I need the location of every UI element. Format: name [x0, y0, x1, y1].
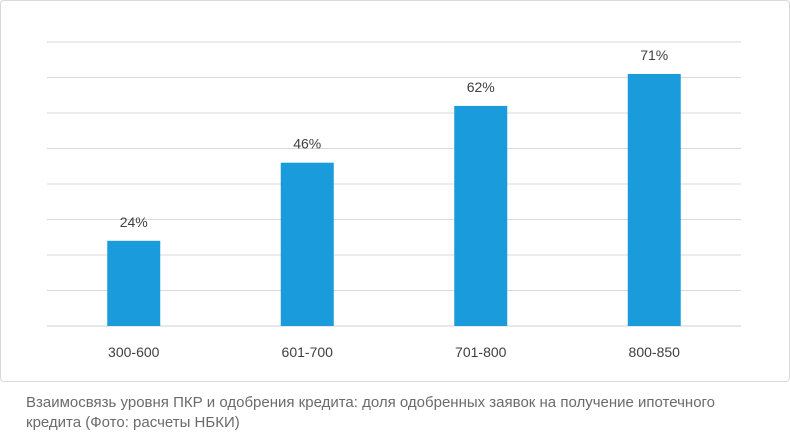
- x-tick-label-300-600: 300-600: [108, 344, 160, 360]
- chart-container: 24% 46% 62% 71% 300-600 601-700 701-800 800-85…: [0, 0, 790, 382]
- bar-chart: 24% 46% 62% 71% 300-600 601-700 701-800 800-85…: [47, 41, 741, 360]
- data-label-800-850: 71%: [640, 47, 668, 63]
- data-labels: 24% 46% 62% 71%: [120, 47, 669, 230]
- chart-caption: Взаимосвязь уровня ПКР и одобрения креди…: [26, 394, 716, 431]
- bar-701-800: [454, 105, 508, 327]
- data-label-300-600: 24%: [120, 214, 148, 230]
- data-label-701-800: 62%: [467, 79, 495, 95]
- x-tick-label-701-800: 701-800: [455, 344, 507, 360]
- bar-601-700: [280, 162, 334, 326]
- bar-800-850: [627, 73, 681, 326]
- x-tick-label-800-850: 800-850: [629, 344, 681, 360]
- x-tick-label-601-700: 601-700: [282, 344, 334, 360]
- bars: [107, 73, 681, 327]
- gridlines: [47, 41, 741, 327]
- bar-300-600: [107, 240, 161, 326]
- x-axis-ticks: 300-600 601-700 701-800 800-850: [108, 344, 680, 360]
- data-label-601-700: 46%: [293, 136, 321, 152]
